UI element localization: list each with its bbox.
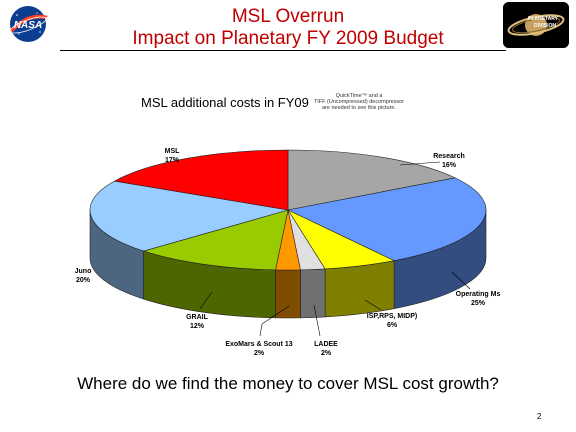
label-name-research: Research	[433, 153, 465, 160]
label-value-isp-rps-midp: 6%	[387, 322, 398, 329]
pie-side-ladee	[300, 268, 326, 319]
label-value-operating-ms: 25%	[471, 300, 486, 307]
nasa-logo-text: NASA	[14, 20, 42, 31]
slide-title-line1: MSL Overrun	[231, 6, 345, 27]
quicktime-placeholder: QuickTime™ and a TIFF (Uncompressed) dec…	[304, 93, 414, 111]
quicktime-line2: TIFF (Uncompressed) decompressor	[313, 99, 405, 105]
pie-slice-msl	[113, 149, 289, 211]
leader-line-research	[399, 161, 441, 166]
nasa-logo: NASA	[6, 4, 50, 44]
pd-logo-line1: PLANETARY	[528, 16, 559, 22]
pie-slice-research	[287, 149, 457, 211]
pie-slice-operating-ms	[287, 177, 487, 261]
planetary-division-logo: PLANETARY DIVISION	[503, 2, 569, 48]
label-value-juno: 20%	[76, 277, 91, 284]
quicktime-line1: QuickTime™ and a	[335, 93, 383, 99]
pie-slice-juno	[89, 180, 289, 252]
chart-title: MSL additional costs in FY09	[141, 95, 309, 110]
question-text: Where do we find the money to cover MSL …	[77, 374, 499, 393]
label-name-operating-ms: Operating Ms	[456, 291, 501, 298]
quicktime-line3: are needed to see this picture.	[322, 105, 396, 111]
label-value-grail: 12%	[190, 323, 205, 330]
leader-line-isp-rps-midp	[364, 299, 382, 311]
page-number: 2	[537, 412, 542, 421]
label-value-msl: 17%	[165, 157, 180, 164]
label-name-msl: MSL	[165, 148, 181, 155]
leader-line-grail	[199, 291, 213, 310]
title-divider	[60, 50, 506, 51]
label-value-research: 16%	[442, 162, 457, 169]
slide-title-line2: Impact on Planetary FY 2009 Budget	[132, 28, 444, 49]
label-name-isp-rps-midp: ISP,RPS, MIDP)	[367, 313, 417, 320]
label-name-exomars-scout-13: ExoMars & Scout 13	[225, 341, 292, 348]
leader-line-operating-ms	[451, 271, 471, 290]
label-value-exomars-scout-13: 2%	[254, 350, 265, 357]
pd-logo-line2: DIVISION	[534, 23, 556, 29]
pie-slice-grail	[142, 209, 289, 271]
leader-line-ladee	[313, 304, 321, 337]
label-name-ladee: LADEE	[314, 341, 338, 348]
leader-line-exomars-scout-13	[259, 305, 290, 337]
label-name-juno: Juno	[75, 268, 92, 275]
label-value-ladee: 2%	[321, 350, 332, 357]
label-name-grail: GRAIL	[186, 314, 209, 321]
pie-side-isp-rps-midp	[324, 260, 395, 318]
pie-side-exomars-scout-13	[275, 269, 301, 319]
